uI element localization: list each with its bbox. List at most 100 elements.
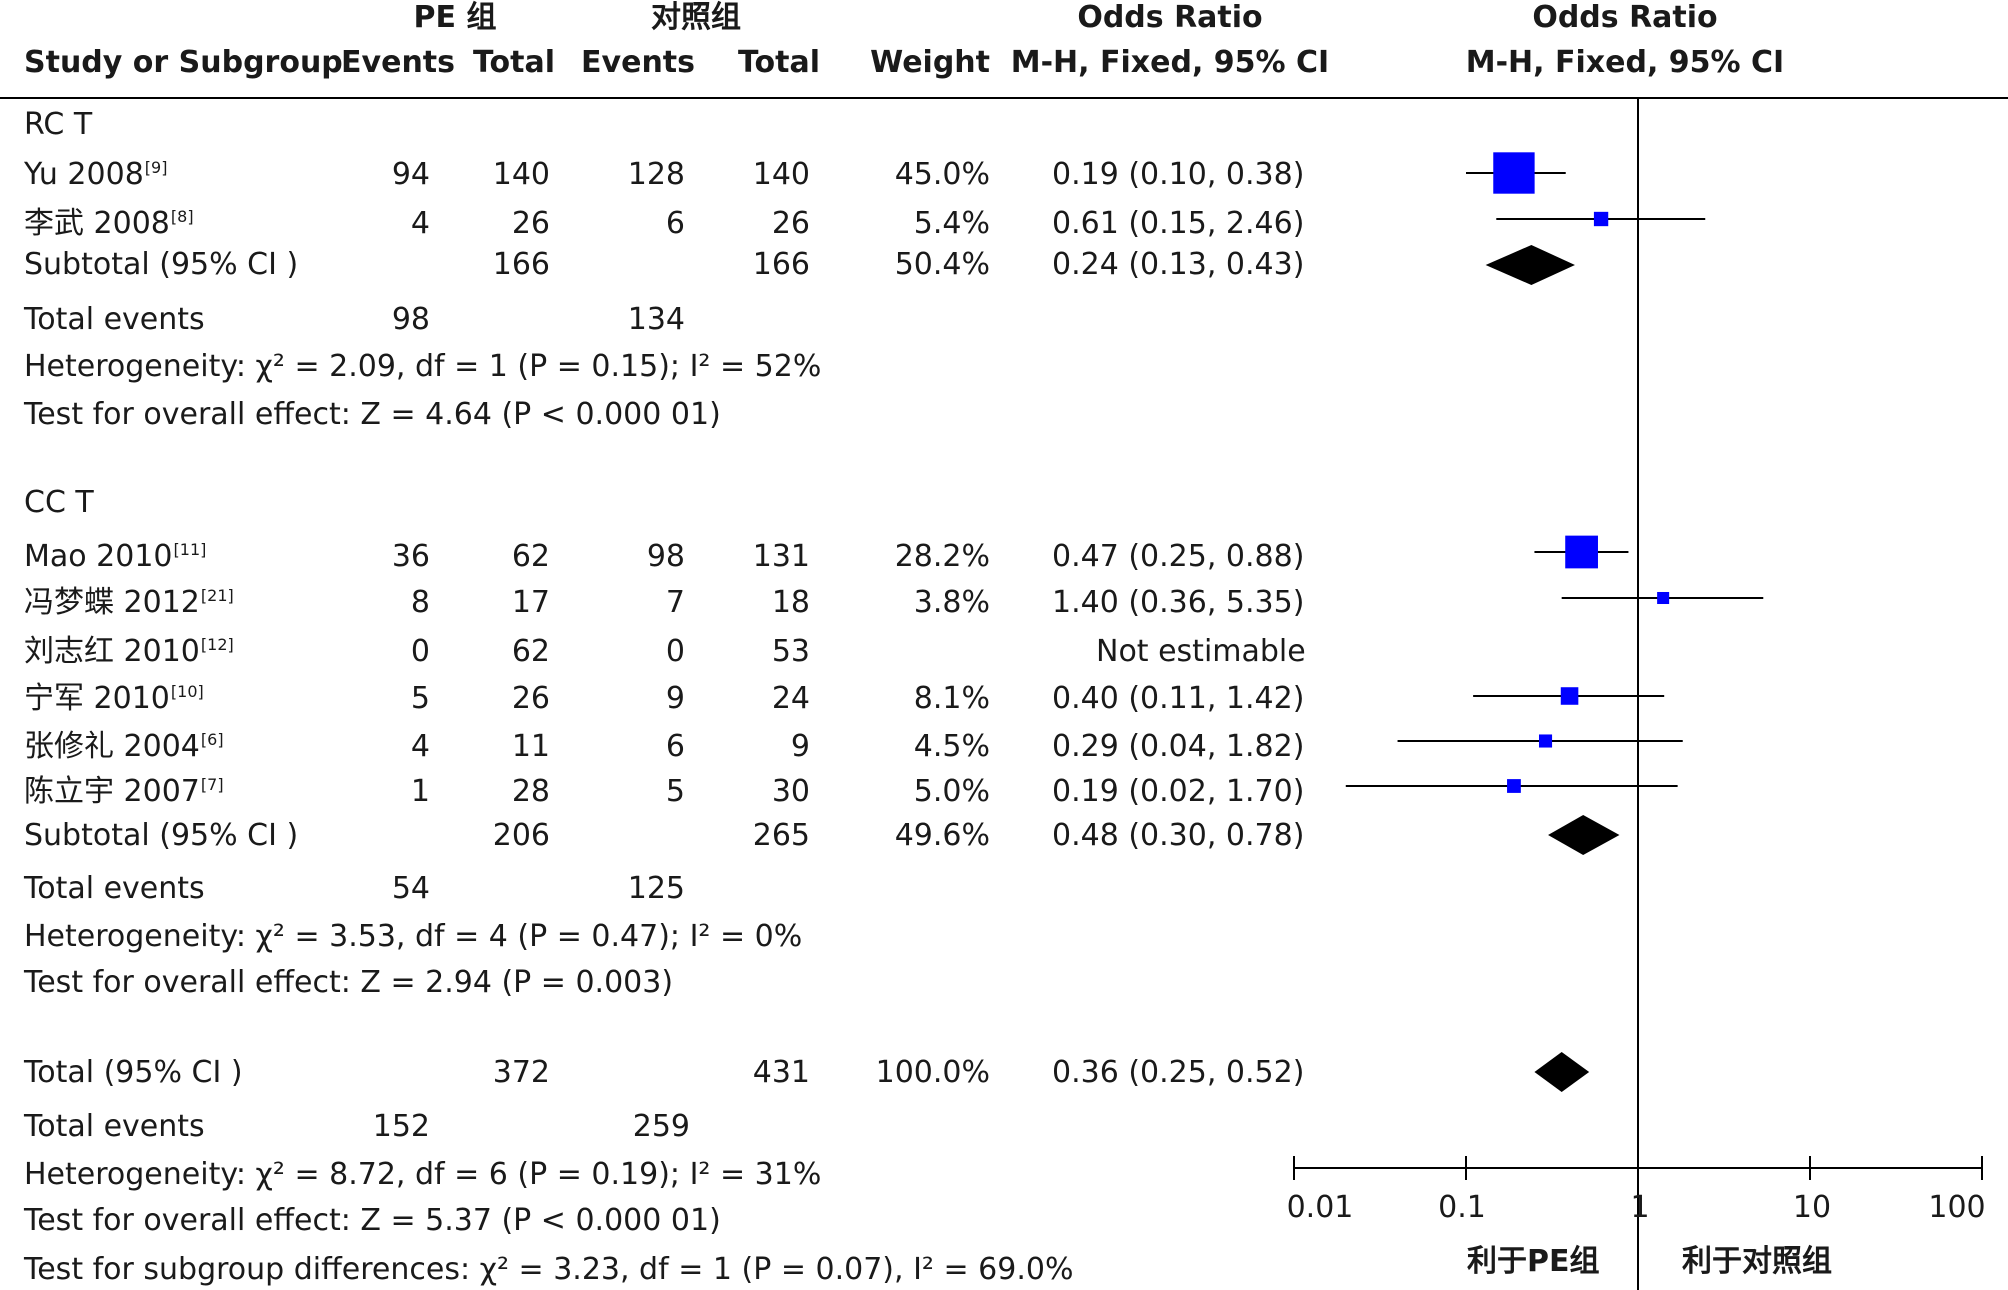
total-events-label: Total events: [24, 871, 205, 906]
study-marker: [1538, 734, 1553, 748]
overall-label: Total (95% CI ): [24, 1055, 243, 1090]
axis-tick-label: 1: [1630, 1190, 1650, 1225]
events-pe: 1: [410, 774, 430, 809]
subtotal-weight: 50.4%: [894, 247, 990, 282]
study-name: 张修礼 2004[6]: [24, 729, 224, 764]
events-pe: 5: [410, 681, 430, 716]
weight: 45.0%: [894, 157, 990, 192]
events-pe: 0: [410, 634, 430, 669]
overall-events-pe: 152: [372, 1109, 430, 1144]
events-pe: 94: [391, 157, 430, 192]
or-ci: 0.29 (0.04, 1.82): [1052, 729, 1305, 764]
events-control: 9: [665, 681, 685, 716]
heterogeneity-text: Heterogeneity: χ² = 3.53, df = 4 (P = 0.…: [24, 919, 803, 954]
study-name: 冯梦蝶 2012[21]: [24, 585, 234, 620]
total-control: 26: [771, 206, 810, 241]
weight: 28.2%: [894, 539, 990, 574]
or-ci: 1.40 (0.36, 5.35): [1052, 585, 1305, 620]
subtotal-label: Subtotal (95% CI ): [24, 818, 299, 853]
overall-or-ci: 0.36 (0.25, 0.52): [1052, 1055, 1305, 1090]
axis-tick-label: 10: [1792, 1190, 1832, 1225]
study-name: 宁军 2010[10]: [24, 681, 204, 716]
total-pe: 26: [511, 206, 550, 241]
study-ref: [8]: [170, 207, 194, 226]
overall-effect-text: Test for overall effect: Z = 4.64 (P < 0…: [24, 397, 721, 432]
total-pe: 140: [492, 157, 550, 192]
study-marker: [1565, 535, 1598, 569]
subtotal-total-control: 166: [752, 247, 810, 282]
study-ref: [11]: [173, 540, 207, 559]
subtotal-or-ci: 0.24 (0.13, 0.43): [1052, 247, 1305, 282]
study-marker: [1593, 211, 1609, 227]
study-marker: [1493, 152, 1535, 194]
or-ci: 0.19 (0.10, 0.38): [1052, 157, 1305, 192]
or-ci: 0.61 (0.15, 2.46): [1052, 206, 1305, 241]
study-marker: [1560, 687, 1579, 705]
weight: 4.5%: [913, 729, 990, 764]
overall-heterogeneity-text: Heterogeneity: χ² = 8.72, df = 6 (P = 0.…: [24, 1157, 822, 1192]
study-ref: [10]: [170, 682, 204, 701]
pooled-diamond: [1534, 1052, 1590, 1092]
subtotal-label: Subtotal (95% CI ): [24, 247, 299, 282]
study-name: 李武 2008[8]: [24, 206, 194, 241]
overall-events-label: Total events: [24, 1109, 205, 1144]
pooled-diamond: [1485, 245, 1575, 285]
subtotal-total-pe: 166: [492, 247, 550, 282]
col-header-events-pe: Events: [341, 45, 455, 80]
col-header-total-pe: Total: [473, 45, 555, 80]
col-header-or-method: M-H, Fixed, 95% CI: [1010, 45, 1330, 80]
weight: 3.8%: [913, 585, 990, 620]
axis-tick-label: 100: [1928, 1190, 1986, 1225]
total-pe: 17: [511, 585, 550, 620]
total-events-control: 125: [627, 871, 685, 906]
subtotal-or-ci: 0.48 (0.30, 0.78): [1052, 818, 1305, 853]
overall-total-control: 431: [752, 1055, 810, 1090]
events-pe: 36: [391, 539, 430, 574]
col-header-study: Study or Subgroup: [24, 45, 343, 80]
study-marker: [1507, 779, 1521, 793]
header-divider: [0, 97, 2008, 99]
col-header-plot-method: M-H, Fixed, 95% CI: [1465, 45, 1785, 80]
subtotal-total-pe: 206: [492, 818, 550, 853]
study-ref: [12]: [200, 635, 234, 654]
col-header-events-control: Events: [581, 45, 695, 80]
events-control: 6: [665, 206, 685, 241]
total-control: 53: [771, 634, 810, 669]
total-control: 30: [771, 774, 810, 809]
heterogeneity-text: Heterogeneity: χ² = 2.09, df = 1 (P = 0.…: [24, 349, 822, 384]
total-control: 18: [771, 585, 810, 620]
events-control: 7: [665, 585, 685, 620]
or-header-title: Odds Ratio: [1077, 0, 1263, 35]
study-name: 陈立宇 2007[7]: [24, 774, 224, 809]
total-control: 131: [752, 539, 810, 574]
total-events-pe: 98: [391, 302, 430, 337]
study-ref: [7]: [200, 775, 224, 794]
weight: 5.4%: [913, 206, 990, 241]
study-name: 刘志红 2010[12]: [24, 634, 234, 669]
subgroup-label: CC T: [24, 485, 94, 520]
events-control: 128: [627, 157, 685, 192]
events-control: 98: [646, 539, 685, 574]
study-name: Yu 2008[9]: [24, 157, 168, 192]
total-events-label: Total events: [24, 302, 205, 337]
axis-tick-label: 0.1: [1438, 1190, 1486, 1225]
total-control: 9: [790, 729, 810, 764]
col-header-total-control: Total: [738, 45, 820, 80]
weight: 5.0%: [913, 774, 990, 809]
total-pe: 62: [511, 539, 550, 574]
study-ref: [21]: [200, 586, 234, 605]
total-pe: 62: [511, 634, 550, 669]
col-header-weight: Weight: [870, 45, 990, 80]
events-pe: 4: [410, 729, 430, 764]
overall-total-pe: 372: [492, 1055, 550, 1090]
study-marker: [1657, 591, 1670, 605]
or-ci: 0.40 (0.11, 1.42): [1052, 681, 1305, 716]
total-pe: 28: [511, 774, 550, 809]
weight: 8.1%: [913, 681, 990, 716]
total-events-pe: 54: [391, 871, 430, 906]
or-ci: 0.47 (0.25, 0.88): [1052, 539, 1305, 574]
events-pe: 8: [410, 585, 430, 620]
events-control: 6: [665, 729, 685, 764]
or-ci: Not estimable: [1096, 634, 1306, 669]
